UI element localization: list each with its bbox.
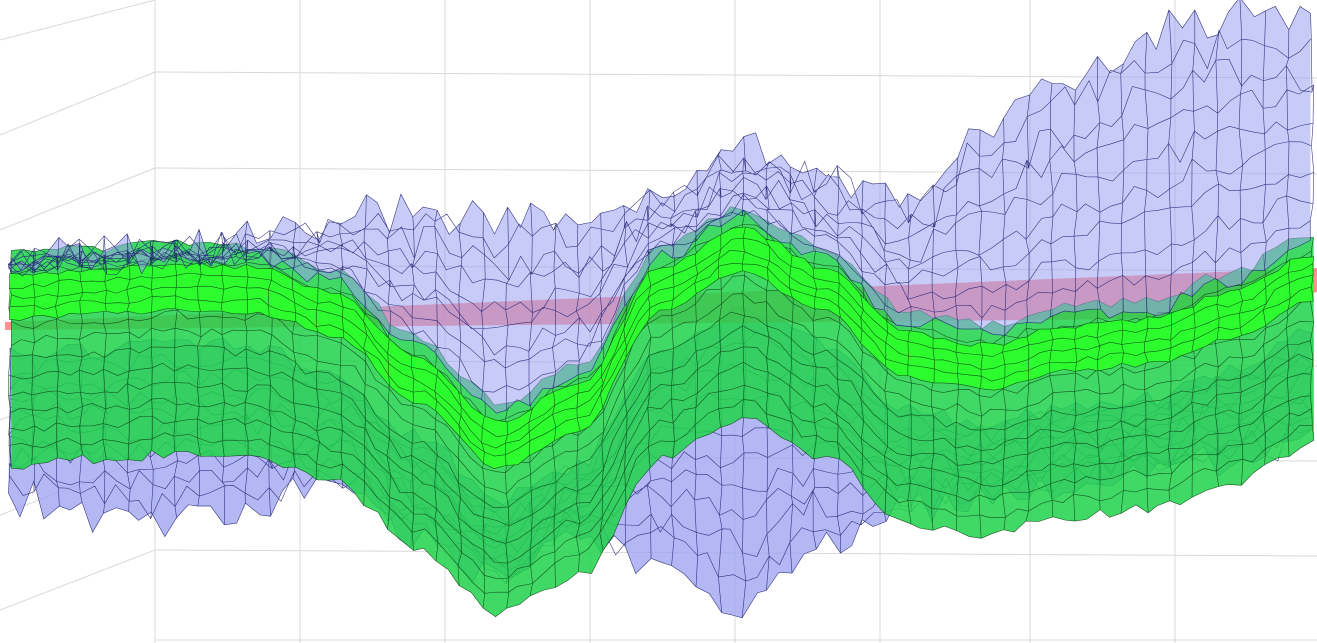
grid-line-oblique [0, 71, 156, 136]
grid-line-oblique [0, 167, 156, 231]
grid-line-oblique [0, 549, 156, 611]
upper-envelope-fill [11, 0, 1311, 414]
grid-line-oblique [0, 0, 156, 41]
median-surface [8, 206, 1315, 618]
median-ridge-fill [9, 227, 1314, 469]
upper-envelope-surface [7, 0, 1315, 414]
upper-envelope-mesh [7, 0, 1315, 414]
median-ridge-mesh [9, 226, 1314, 469]
